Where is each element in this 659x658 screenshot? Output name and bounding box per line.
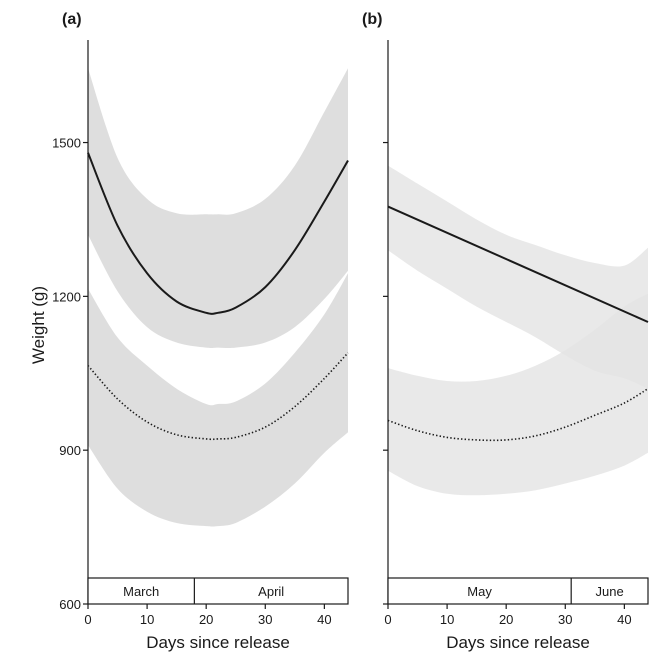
x-tick-label-0: 0	[84, 612, 91, 627]
y-tick-label-1200: 1200	[52, 289, 81, 304]
confidence-band-solid-series	[388, 165, 648, 389]
series-line-solid	[87, 152, 349, 315]
confidence-bands	[388, 165, 648, 496]
month-label-march: March	[123, 584, 159, 599]
x-tick-label-40: 40	[317, 612, 331, 627]
y-tick-label-900: 900	[59, 443, 81, 458]
x-tick-label-20: 20	[499, 612, 513, 627]
x-axis-title: Days since release	[446, 633, 590, 652]
panel-a: 600 900 1200 1500 March April 0 10 20 30 40 Days si…	[29, 11, 349, 652]
month-strip	[387, 577, 649, 605]
panel-label: (a)	[62, 11, 82, 28]
month-label-april: April	[258, 584, 284, 599]
series-line-solid	[387, 205, 649, 323]
x-tick-label-30: 30	[258, 612, 272, 627]
panel-label: (b)	[362, 11, 382, 28]
y-tick-label-600: 600	[59, 597, 81, 612]
x-tick-label-40: 40	[617, 612, 631, 627]
x-axis-title: Days since release	[146, 633, 290, 652]
confidence-bands	[88, 68, 348, 527]
y-axis-title: Weight (g)	[29, 286, 48, 364]
x-tick-label-30: 30	[558, 612, 572, 627]
confidence-band-solid-series	[88, 68, 348, 348]
x-tick-label-20: 20	[199, 612, 213, 627]
x-tick-label-10: 10	[440, 612, 454, 627]
month-label-may: May	[467, 584, 492, 599]
confidence-band-dotted-series	[88, 273, 348, 527]
y-tick-label-1500: 1500	[52, 136, 81, 151]
series-line-dotted	[87, 352, 349, 441]
x-tick-label-10: 10	[140, 612, 154, 627]
month-label-june: June	[595, 584, 623, 599]
confidence-band-dotted-series	[388, 293, 648, 496]
month-strip	[87, 577, 349, 605]
panel-b: May June 0 10 20 30 40 Days since release (b)	[362, 11, 649, 652]
x-tick-label-0: 0	[384, 612, 391, 627]
